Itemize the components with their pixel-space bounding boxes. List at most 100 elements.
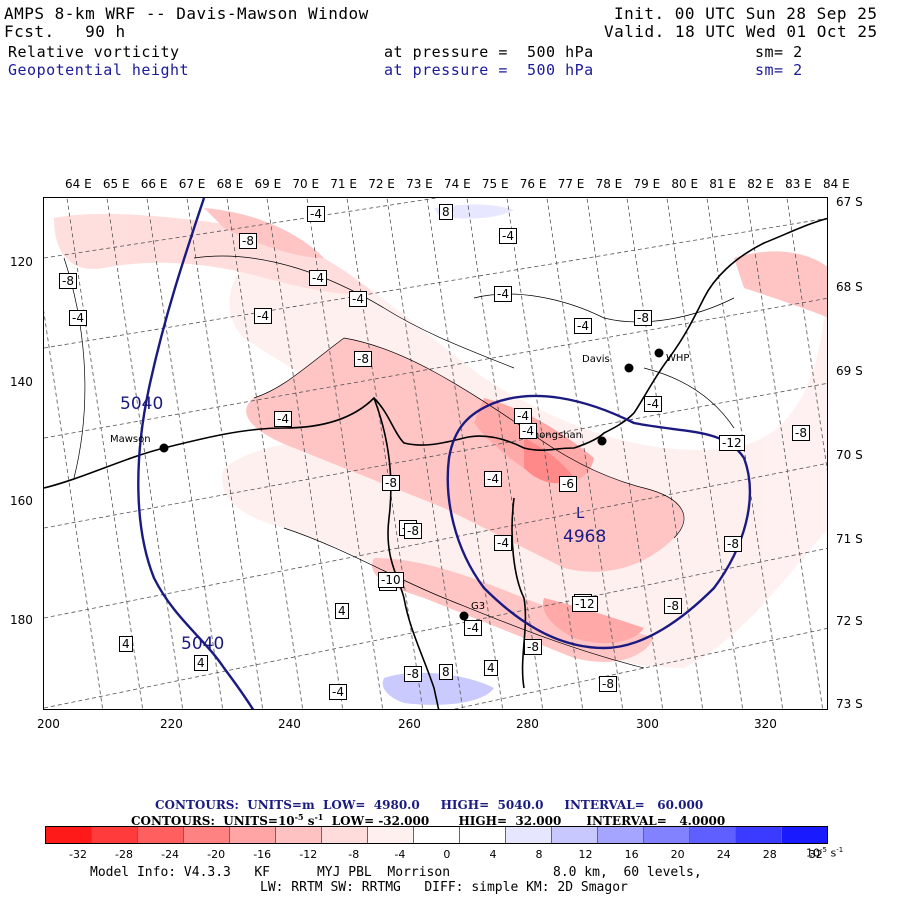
vorticity-contour-label: -8 <box>664 598 682 614</box>
latitude-label: 67 S <box>836 195 863 209</box>
height-label-5040-south: 5040 <box>181 634 225 654</box>
vorticity-contour-label: -4 <box>514 408 532 424</box>
grid-y-tick: 140 <box>10 375 33 389</box>
field1-smoothing: sm= 2 <box>755 43 803 61</box>
vorticity-contour-label: -8 <box>404 523 422 539</box>
longitude-label: 75 E <box>481 177 509 191</box>
colorbar-swatch <box>138 827 184 843</box>
grid-y-tick: 120 <box>10 255 33 269</box>
vorticity-contour-label: 8 <box>439 204 453 220</box>
valid-time: Valid. 18 UTC Wed 01 Oct 25 <box>604 22 878 41</box>
colorbar-swatch <box>368 827 414 843</box>
vorticity-contour-label: -8 <box>382 475 400 491</box>
map-title: AMPS 8-km WRF -- Davis-Mawson Window <box>4 4 369 23</box>
vorticity-contour-label: 4 <box>335 603 349 619</box>
vorticity-contour-label: -8 <box>524 639 542 655</box>
grid-y-tick: 160 <box>10 494 33 508</box>
latitude-label: 69 S <box>836 364 863 378</box>
longitude-label: 67 E <box>178 177 206 191</box>
colorbar-tick: 4 <box>489 848 497 861</box>
grid-x-tick: 300 <box>636 717 659 731</box>
shade-northbar <box>204 208 324 258</box>
field1-pressure: at pressure = 500 hPa <box>384 43 594 61</box>
longitude-label: 69 E <box>254 177 282 191</box>
colorbar-swatch <box>92 827 138 843</box>
colorbar-tick: -16 <box>253 848 272 861</box>
longitude-label: 72 E <box>368 177 395 191</box>
field2-smoothing: sm= 2 <box>755 61 803 79</box>
colorbar-tick: -28 <box>115 848 134 861</box>
station-zhongshan-marker <box>597 436 607 446</box>
height-contour-info: CONTOURS: UNITS=m LOW= 4980.0 HIGH= 5040… <box>155 798 704 812</box>
stations <box>159 348 664 621</box>
vorticity-contour-label: -4 <box>69 310 87 326</box>
colorbar-swatch <box>322 827 368 843</box>
vorticity-contour-label: -4 <box>499 228 517 244</box>
station-g3-marker <box>459 611 469 621</box>
latitude-label: 73 S <box>836 697 863 711</box>
vorticity-contour-label: -12 <box>719 435 745 451</box>
colorbar-tick: 20 <box>670 848 685 861</box>
vorticity-contour-label: 4 <box>484 660 498 676</box>
colorbar-tick: 0 <box>443 848 451 861</box>
field2-pressure: at pressure = 500 hPa <box>384 61 594 79</box>
colorbar-tick: 24 <box>716 848 731 861</box>
station-mawson-marker <box>159 443 169 453</box>
vorticity-contour-label: -4 <box>494 535 512 551</box>
colorbar-swatch <box>414 827 460 843</box>
colorbar-tick: 8 <box>535 848 543 861</box>
colorbar <box>45 826 828 844</box>
vorticity-contour-label: -8 <box>634 310 652 326</box>
vorticity-contour-info: CONTOURS: UNITS=10-5 s-1 LOW= -32.000 HI… <box>131 812 726 828</box>
vorticity-contour-label: -8 <box>59 273 77 289</box>
height-contours <box>137 198 751 709</box>
grid-x-tick: 200 <box>37 717 60 731</box>
colorbar-tick: 32 <box>808 848 823 861</box>
vorticity-contour-label: -4 <box>574 318 592 334</box>
colorbar-swatch <box>782 827 827 843</box>
colorbar-swatch <box>506 827 552 843</box>
colorbar-swatch <box>460 827 506 843</box>
init-time: Init. 00 UTC Sun 28 Sep 25 <box>614 4 878 23</box>
longitude-label: 70 E <box>292 177 320 191</box>
vorticity-contour-label: -8 <box>239 233 257 249</box>
vorticity-contour-label: -8 <box>404 666 422 682</box>
vorticity-contour-label: 8 <box>439 664 453 680</box>
colorbar-tick: -12 <box>299 848 318 861</box>
grid-x-tick: 280 <box>516 717 539 731</box>
colorbar-swatch <box>184 827 230 843</box>
latitude-label: 71 S <box>836 532 863 546</box>
latitude-label: 68 S <box>836 280 863 294</box>
vorticity-contour-label: -8 <box>724 536 742 552</box>
vorticity-contour-label: -6 <box>559 476 577 492</box>
vorticity-contour-label: -12 <box>572 596 598 612</box>
station-g3-label: G3 <box>471 601 486 612</box>
vorticity-contour-label: -8 <box>354 351 372 367</box>
longitude-label: 65 E <box>102 177 130 191</box>
vorticity-contour-label: 4 <box>194 655 208 671</box>
colorbar-swatch <box>598 827 644 843</box>
longitude-label: 83 E <box>785 177 812 191</box>
colorbar-tick: 16 <box>624 848 639 861</box>
colorbar-tick: 12 <box>578 848 593 861</box>
shade-band-north <box>54 213 374 295</box>
vorticity-contour-label: -4 <box>254 308 272 324</box>
vorticity-contour-label: -4 <box>484 471 502 487</box>
low-center-marker: L <box>576 504 585 522</box>
station-mawson-label: Mawson <box>110 434 151 445</box>
shade-ne <box>734 251 827 318</box>
colorbar-swatch <box>276 827 322 843</box>
shade-positive2 <box>434 204 514 219</box>
longitude-label: 71 E <box>330 177 357 191</box>
vorticity-contour-label: -4 <box>519 423 537 439</box>
grid-x-tick: 220 <box>160 717 183 731</box>
vorticity-shading <box>54 204 827 705</box>
field2-name: Geopotential height <box>8 61 190 79</box>
longitude-label: 80 E <box>671 177 699 191</box>
longitude-label: 77 E <box>557 177 585 191</box>
colorbar-swatch <box>230 827 276 843</box>
colorbar-tick: -20 <box>207 848 226 861</box>
station-davis-label: Davis <box>582 354 610 365</box>
station-whp-label: WHP <box>666 353 690 364</box>
vorticity-contour-label: -4 <box>644 396 662 412</box>
